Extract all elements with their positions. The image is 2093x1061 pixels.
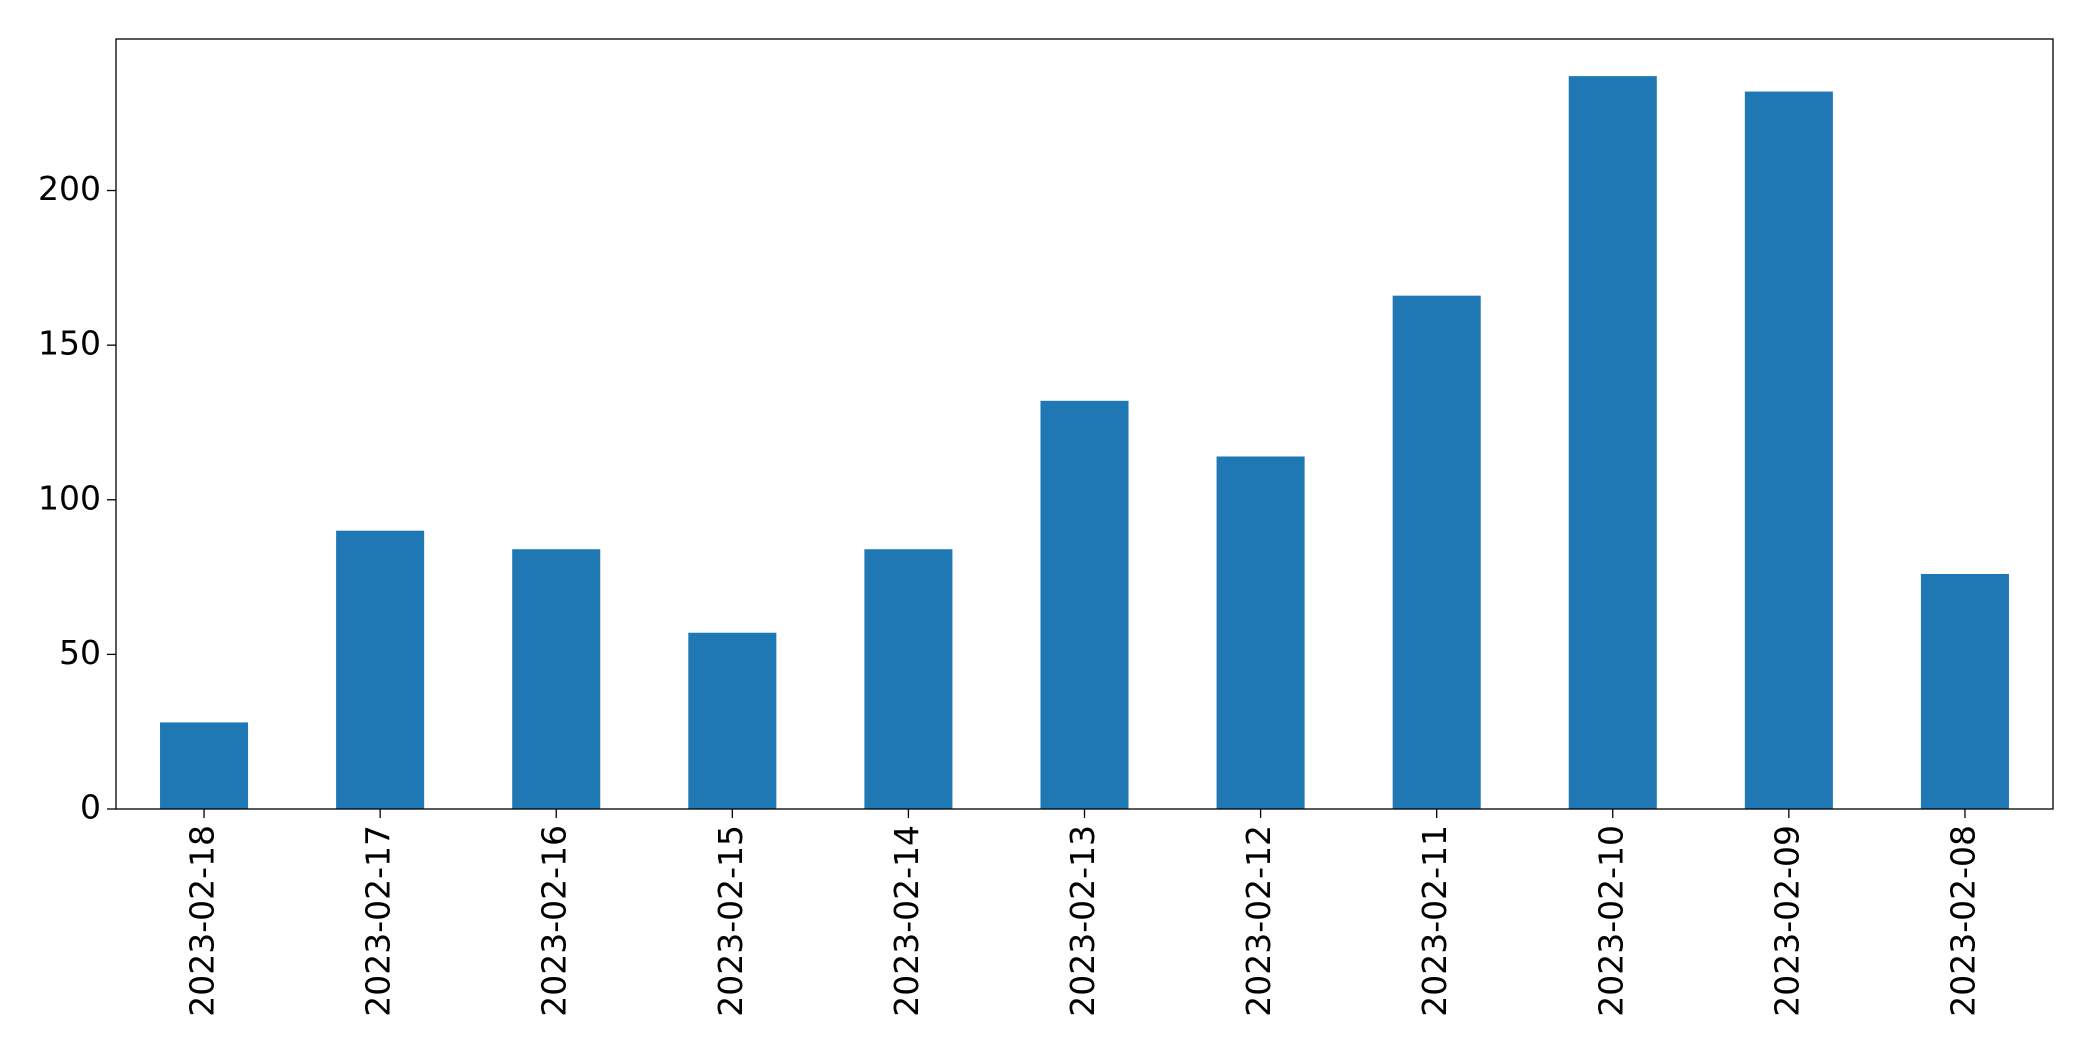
- x-tick-label: 2023-02-14: [887, 825, 926, 1017]
- x-tick-label: 2023-02-13: [1063, 825, 1102, 1017]
- x-tick-label: 2023-02-10: [1591, 825, 1630, 1017]
- bar: [1040, 400, 1129, 809]
- bar: [512, 549, 601, 809]
- x-tick-label: 2023-02-12: [1239, 825, 1278, 1017]
- y-tick-label: 100: [38, 478, 101, 517]
- bar: [160, 722, 249, 809]
- x-tick-label: 2023-02-09: [1767, 825, 1806, 1017]
- x-tick-label: 2023-02-08: [1943, 825, 1982, 1017]
- y-tick-label: 0: [80, 788, 101, 827]
- plot-frame: [115, 38, 2054, 810]
- y-tick-label: 150: [38, 324, 101, 363]
- bar: [688, 632, 777, 809]
- x-tick-label: 2023-02-15: [711, 825, 750, 1017]
- y-tick-label: 200: [38, 169, 101, 208]
- bar: [1216, 456, 1305, 809]
- y-tick-label: 50: [59, 633, 101, 672]
- bar: [1744, 91, 1833, 809]
- x-tick-label: 2023-02-11: [1415, 825, 1454, 1017]
- bar: [1392, 295, 1481, 810]
- bar: [336, 530, 425, 809]
- x-tick-label: 2023-02-16: [535, 825, 574, 1017]
- x-tick-label: 2023-02-17: [359, 825, 398, 1017]
- x-tick-label: 2023-02-18: [183, 825, 222, 1017]
- bar: [1568, 76, 1657, 809]
- bar: [1920, 573, 2009, 809]
- bar: [864, 549, 953, 809]
